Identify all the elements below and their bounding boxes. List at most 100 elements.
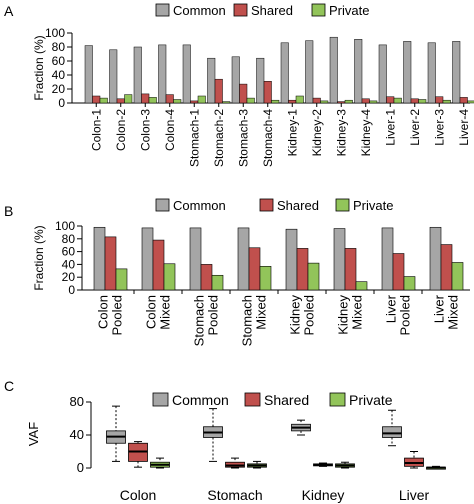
bar-private: [148, 97, 157, 104]
legend-label: Private: [349, 392, 393, 408]
bar-common: [427, 42, 436, 104]
bar-shared: [92, 95, 101, 104]
bar-common: [354, 39, 363, 104]
y-tick-label: 80: [52, 40, 66, 54]
bar-shared: [312, 97, 321, 104]
bar-private: [222, 101, 231, 104]
bar-common: [207, 57, 216, 104]
legend-swatch: [155, 3, 170, 17]
x-tick-label: Kidney-4: [359, 109, 373, 157]
x-tick-label: Kidney: [302, 487, 345, 503]
bar-private: [344, 99, 353, 104]
x-tick-label: Pooled: [398, 295, 413, 335]
panel-label: B: [4, 203, 13, 219]
bar-private: [393, 97, 402, 104]
x-tick-label: Liver: [384, 294, 399, 323]
x-tick-label: Liver-1: [383, 109, 397, 146]
x-tick-label: Stomach: [192, 295, 207, 346]
bar-shared: [141, 93, 150, 104]
bar-common: [280, 42, 289, 104]
x-tick-label: Kidney: [336, 295, 351, 335]
x-tick-label: Stomach-3: [236, 109, 250, 167]
x-tick-label: Stomach-1: [187, 109, 201, 167]
bar-shared: [288, 99, 297, 104]
x-tick-label: Stomach-2: [212, 109, 226, 167]
legend-swatch: [311, 3, 326, 17]
x-tick-label: Colon-2: [114, 109, 128, 151]
legend-label: Common: [173, 3, 226, 18]
bar-shared: [200, 264, 213, 291]
bar-common: [403, 41, 412, 104]
bar-shared: [239, 83, 248, 104]
x-tick-label: Liver-3: [432, 109, 446, 146]
bar-common: [133, 46, 142, 104]
legend-swatch: [259, 198, 274, 212]
panel-label: C: [4, 378, 14, 394]
legend-label: Shared: [277, 198, 319, 213]
legend-swatch: [335, 198, 350, 212]
bar-common: [231, 56, 240, 104]
bar-common: [84, 45, 93, 104]
bar-private: [369, 100, 378, 104]
legend-label: Common: [172, 392, 229, 408]
bar-shared: [116, 98, 125, 104]
bar-private: [418, 99, 427, 104]
y-tick-label: 0: [58, 96, 65, 110]
bar-common: [158, 44, 167, 104]
bar-shared: [344, 248, 357, 291]
bar-shared: [337, 101, 346, 104]
legend-label: Private: [353, 198, 393, 213]
bar-common: [109, 49, 118, 104]
bar-private: [307, 262, 320, 291]
x-tick-label: Colon-1: [89, 109, 103, 151]
y-tick-label: 20: [52, 82, 66, 96]
legend-label: Shared: [264, 392, 309, 408]
bar-common: [189, 227, 202, 291]
bar-private: [451, 262, 464, 291]
legend-swatch: [155, 198, 170, 212]
panel-a: A Common Shared Private 020406080100Fraction…: [4, 3, 474, 167]
x-tick-label: Stomach-4: [261, 109, 275, 167]
y-tick-label: 100: [55, 219, 75, 233]
bar-shared: [410, 98, 419, 104]
bar-private: [211, 274, 224, 291]
bar-common: [305, 40, 314, 104]
bar-common: [182, 44, 191, 104]
legend-swatch: [233, 3, 248, 17]
legend-label: Common: [173, 198, 226, 213]
y-tick-label: 40: [52, 68, 66, 82]
bar-shared: [190, 100, 199, 104]
y-tick-label: 20: [62, 270, 76, 284]
y-tick-label: 80: [62, 232, 76, 246]
bar-private: [246, 97, 255, 104]
box-common: [382, 426, 402, 438]
bar-shared: [104, 236, 117, 291]
legend-label: Private: [329, 3, 369, 18]
bar-private: [403, 276, 416, 291]
bar-private: [467, 100, 474, 104]
x-tick-label: Kidney-2: [310, 109, 324, 157]
bar-common: [333, 228, 346, 291]
bar-private: [271, 99, 280, 104]
y-axis-label: Fraction (%): [32, 225, 46, 290]
bar-common: [237, 227, 250, 291]
legend-label: Shared: [251, 3, 293, 18]
x-tick-label: Liver-2: [408, 109, 422, 146]
bar-private: [173, 99, 182, 104]
bar-private: [442, 99, 451, 104]
bar-common: [378, 44, 387, 104]
x-tick-label: Kidney: [288, 295, 303, 335]
bar-common: [429, 226, 442, 291]
bar-shared: [386, 96, 395, 104]
x-tick-label: Mixed: [350, 295, 365, 330]
y-axis-label: Fraction (%): [32, 35, 46, 100]
bar-common: [381, 227, 394, 291]
bar-shared: [440, 244, 453, 291]
bar-shared: [165, 94, 174, 104]
x-tick-label: Colon-4: [163, 109, 177, 151]
x-tick-label: Mixed: [446, 295, 461, 330]
y-tick-label: 0: [68, 283, 75, 297]
panel-label: A: [4, 3, 14, 19]
